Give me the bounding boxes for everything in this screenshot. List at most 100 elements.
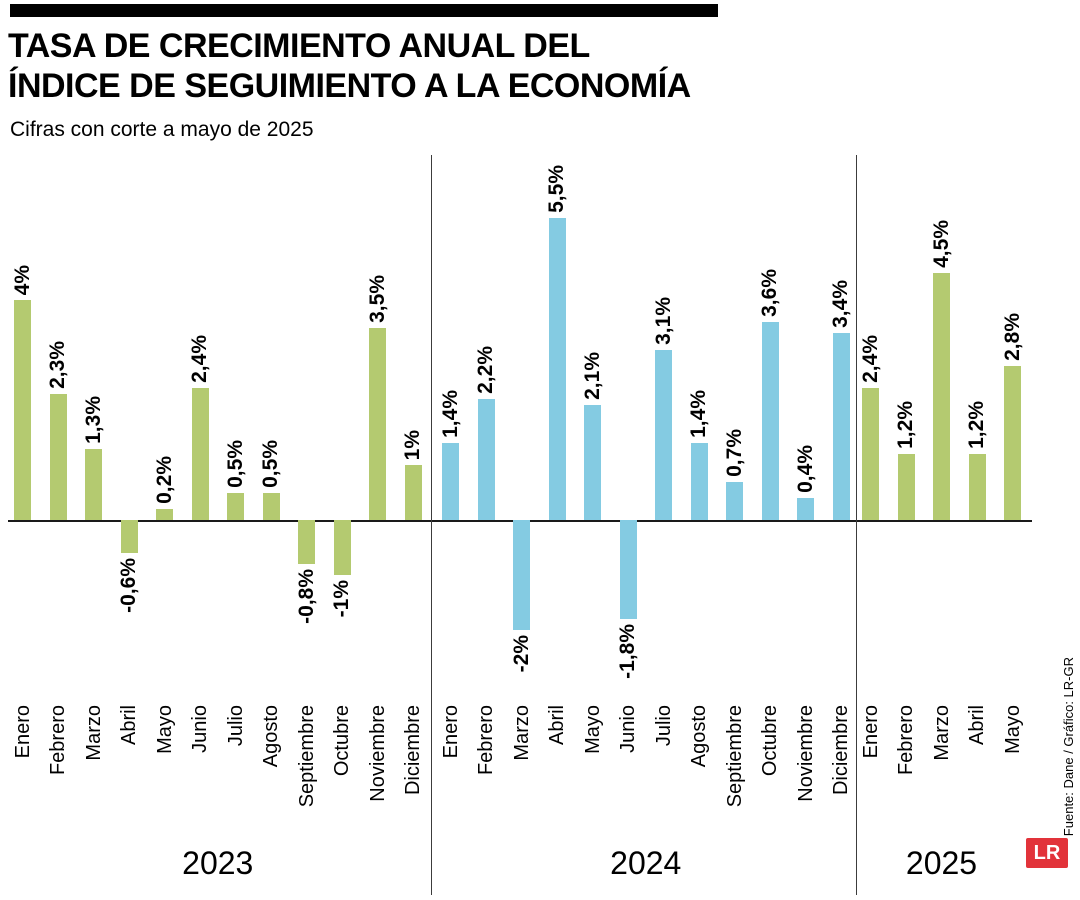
bar [832,333,850,520]
bar-value-label: 3,1% [651,296,675,345]
bar [156,509,173,520]
bar [655,349,672,520]
month-label: Enero [439,705,462,759]
month-label: Noviembre [794,705,817,802]
month-label: Febrero [475,705,497,776]
bar-value-label: 3,6% [758,269,781,317]
bar-value-label: 0,2% [152,456,176,504]
bar [726,481,743,520]
month-label: Mayo [153,705,176,754]
month-label: Julio [224,705,247,747]
bar [191,388,209,520]
year-separator [431,155,432,895]
month-label: Mayo [1001,705,1024,754]
bar-value-label: -0,8% [294,569,318,624]
month-label: Marzo [930,705,953,761]
bar [797,498,814,520]
bar-value-label: 4,5% [929,219,953,268]
bar [442,443,459,520]
month-label: Septiembre [723,705,746,808]
bar [333,520,351,575]
bar-value-label: 0,7% [722,428,746,477]
bar [404,465,422,520]
month-label: Octubre [759,705,781,777]
bar-value-label: 1,3% [81,395,105,444]
month-label: Junio [617,705,639,753]
year-label: 2025 [905,845,978,881]
bar [897,454,915,520]
bar [513,520,530,630]
source-credit: Fuente: Dane / Gráfico: LR-GR [1061,656,1076,836]
year-label: 2023 [182,845,254,881]
year-label: 2024 [610,845,682,881]
bar [548,217,566,520]
bar-value-label: 3,5% [365,274,389,323]
bar-value-label: 2,8% [1000,313,1024,361]
lr-logo: LR [1026,838,1068,868]
bar [298,520,315,564]
month-label: Septiembre [295,705,318,808]
bar-value-label: -2% [509,635,533,673]
bar-value-label: 2,2% [474,346,497,394]
bar-value-label: 1,4% [438,390,462,438]
bar-value-label: 2,3% [46,340,69,389]
month-label: Noviembre [366,705,389,802]
bar [49,393,67,520]
bar [862,388,879,520]
bar-value-label: 2,4% [858,335,882,383]
chart-subtitle: Cifras con corte a mayo de 2025 [10,118,314,141]
bar-value-label: 0,5% [259,439,282,488]
month-label: Diciembre [830,705,852,796]
month-label: Abril [966,705,988,746]
month-label: Mayo [581,705,604,754]
bar-value-label: 1,2% [965,401,988,449]
month-label: Junio [189,705,211,753]
month-label: Agosto [260,705,282,768]
year-separator [856,155,857,895]
bar [369,327,386,520]
month-label: Octubre [331,705,353,777]
bar-value-label: 1,2% [894,401,917,449]
bar [761,322,779,520]
bar [933,272,950,520]
bar [227,492,244,520]
chart-title-line-1: TASA DE CRECIMIENTO ANUAL DEL [8,27,590,65]
bar-value-label: 0,4% [793,445,817,493]
bar [619,520,637,619]
chart-title: TASA DE CRECIMIENTO ANUAL DEL ÍNDICE DE … [8,26,691,106]
chart-title-line-2: ÍNDICE DE SEGUIMIENTO A LA ECONOMÍA [8,67,691,105]
bar-value-label: -0,6% [117,558,140,613]
bar [85,448,102,520]
bar [1004,366,1021,520]
bar-value-label: -1,8% [616,624,639,679]
month-label: Abril [118,705,140,746]
month-label: Agosto [688,705,710,768]
bar [584,404,601,520]
bar [477,399,495,520]
bar [968,454,986,520]
month-label: Marzo [510,705,533,761]
bar-value-label: 2,4% [188,335,211,383]
month-label: Julio [652,705,675,747]
bar-value-label: 1% [401,429,424,460]
month-label: Abril [546,705,568,746]
month-label: Enero [859,705,882,759]
month-label: Febrero [47,705,69,776]
bar-value-label: 0,5% [223,439,247,488]
month-label: Enero [11,705,34,759]
month-label: Febrero [895,705,917,776]
bar [120,520,138,553]
bar [690,443,708,520]
bar-value-label: 4% [10,264,34,295]
top-rule [10,4,718,17]
bar-value-label: 3,4% [829,280,852,328]
bar-value-label: 1,4% [687,390,710,438]
bar [14,300,31,520]
bar [262,492,280,520]
month-label: Marzo [82,705,105,761]
bar-value-label: 2,1% [580,351,604,400]
month-label: Diciembre [402,705,424,796]
bar-value-label: -1% [330,580,353,618]
